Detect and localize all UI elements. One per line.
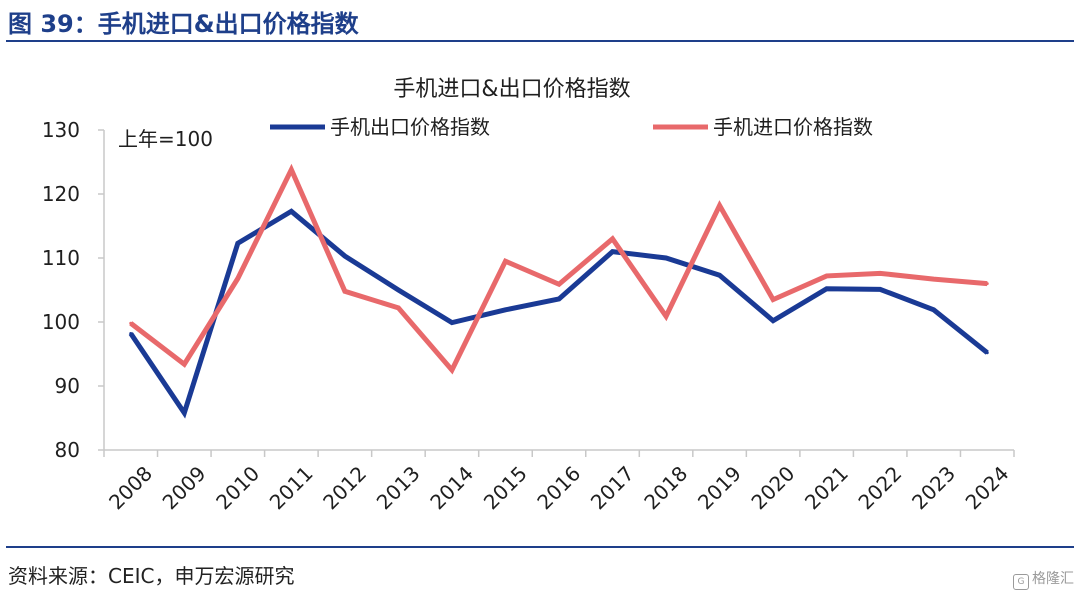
x-tick-label: 2023 [907,461,960,514]
data-point [343,289,347,293]
data-point [825,274,829,278]
x-tick-label: 2018 [639,461,692,514]
series-line-0 [128,208,989,419]
x-tick-label: 2009 [158,461,211,514]
watermark: G 格隆汇 [1013,568,1074,590]
data-point [450,368,454,372]
axes: 80 90 100 110 120 130 2008 2009 2010 2011 2012 2013… [42,118,1015,514]
data-point [771,319,775,323]
data-point [182,362,186,366]
data-point [985,282,989,286]
x-tick-label: 2016 [532,461,585,514]
x-tick-label: 2019 [693,461,746,514]
x-tick-label: 2012 [318,461,371,514]
x-tick-label: 2010 [211,461,264,514]
x-tick-label: 2024 [961,461,1014,514]
x-tick-label: 2013 [372,461,425,514]
x-tick-label: 2008 [104,461,157,514]
figure-title: 图 39：手机进口&出口价格指数 [8,10,359,38]
data-point [664,256,668,260]
data-point [289,209,293,213]
legend-label-0: 手机出口价格指数 [330,115,490,139]
data-point [396,288,400,292]
data-point [932,277,936,281]
x-tick-label: 2014 [425,461,478,514]
data-point [611,237,615,241]
line-chart: 手机进口&出口价格指数 上年=100 手机出口价格指数 手机进口价格指数 80 90… [42,77,1015,514]
data-point [503,259,507,263]
x-tick-label: 2011 [265,461,318,514]
data-point [985,351,989,355]
header-rule [6,40,1074,42]
y-tick-label: 90 [55,374,80,398]
y-tick-label: 130 [42,118,80,142]
x-tick-label: 2022 [853,461,906,514]
y-tick-label: 80 [55,438,80,462]
data-point [932,308,936,312]
footer-rule [6,546,1074,548]
legend: 手机出口价格指数 手机进口价格指数 [270,115,873,139]
data-point [129,321,133,325]
x-tick-label: 2015 [479,461,532,514]
y-tick-label: 100 [42,310,80,334]
figure-header: 图 39：手机进口&出口价格指数 [8,4,1074,42]
data-point [878,287,882,291]
data-point [611,250,615,254]
data-point [825,287,829,291]
data-point [771,298,775,302]
data-point [289,168,293,172]
data-point [450,321,454,325]
data-point [503,308,507,312]
base-year-note: 上年=100 [118,127,213,151]
data-point [718,273,722,277]
data-point [718,204,722,208]
x-tick-label: 2020 [746,461,799,514]
data-point [182,411,186,415]
data-point [557,282,561,286]
series-layer [128,163,989,419]
chart-title: 手机进口&出口价格指数 [393,77,630,102]
data-point [878,271,882,275]
series-line-1 [129,163,988,375]
data-point [664,314,668,318]
watermark-text: 格隆汇 [1032,571,1074,587]
x-tick-label: 2017 [586,461,639,514]
data-point [557,297,561,301]
y-tick-label: 110 [42,246,80,270]
data-point [343,254,347,258]
source-note: 资料来源：CEIC，申万宏源研究 [8,564,295,588]
data-point [129,332,133,336]
y-tick-label: 120 [42,182,80,206]
gelonghui-logo-icon: G [1013,574,1029,590]
data-point [396,306,400,310]
data-point [236,241,240,245]
legend-label-1: 手机进口价格指数 [713,115,873,139]
data-point [236,276,240,280]
x-tick-label: 2021 [800,461,853,514]
